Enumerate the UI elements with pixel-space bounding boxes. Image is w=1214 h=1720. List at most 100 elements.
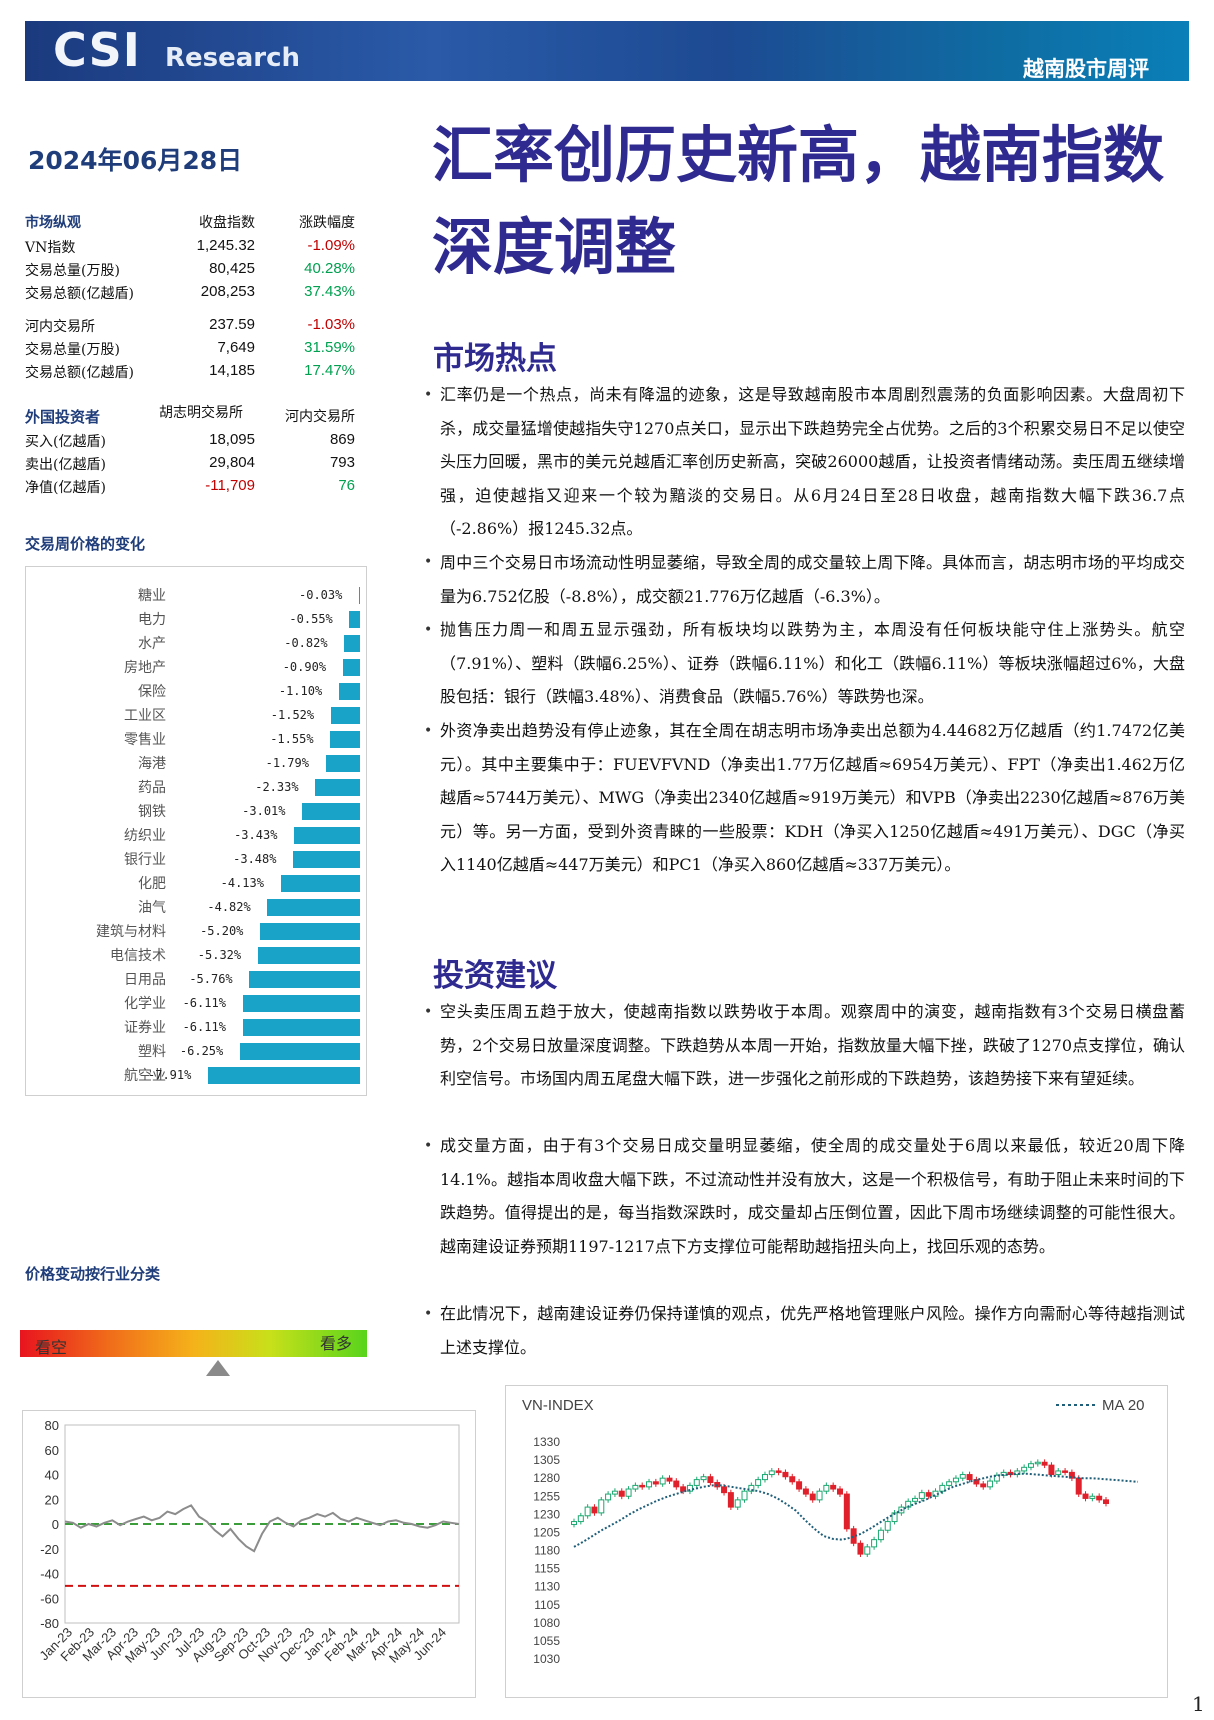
candle-body: [823, 1484, 830, 1492]
bullet-dot: •: [424, 554, 433, 570]
candle-body: [577, 1515, 584, 1523]
candle-body: [1014, 1470, 1021, 1476]
candle-body: [796, 1481, 803, 1490]
candle-body: [789, 1476, 796, 1483]
candle-body: [946, 1481, 953, 1486]
candle-body: [659, 1477, 666, 1485]
sector-bar: [294, 827, 360, 844]
sector-bar: [239, 1043, 360, 1060]
row-change: 37.43%: [304, 283, 355, 300]
sector-value-label: -4.82%: [207, 900, 251, 914]
oscillator-chart: 80 60 40 20 0 -20 -40 -60 -80 Jan-23 Feb-23 Mar-23 A…: [22, 1410, 476, 1698]
y-tick-label: 1080: [533, 1616, 560, 1630]
sector-label: 纺织业: [124, 828, 166, 844]
sector-value-label: -1.55%: [270, 732, 314, 746]
candle-body: [925, 1492, 932, 1497]
sector-label: 水产: [138, 636, 166, 652]
table-header-row: 市场纵观 收盘指数 涨跌幅度: [25, 212, 355, 234]
sector-bar: [359, 587, 360, 604]
sector-value-label: -1.52%: [270, 708, 315, 722]
sector-bar: [315, 779, 360, 796]
candle-body: [727, 1492, 734, 1508]
sector-label: 零售业: [124, 732, 166, 748]
row-change: 17.47%: [304, 362, 355, 379]
y-tick-label: 1230: [533, 1507, 560, 1521]
candle-body: [707, 1476, 714, 1484]
bullet-dot: •: [424, 723, 433, 739]
sector-label: 海港: [138, 756, 166, 772]
candle-body: [918, 1492, 925, 1499]
bullet-dot: •: [424, 622, 433, 638]
candle-body: [993, 1474, 1000, 1482]
sector-label: 化肥: [138, 876, 166, 892]
candle-body: [809, 1493, 816, 1501]
candle-body: [625, 1488, 632, 1497]
sector-label: 糖业: [138, 588, 166, 604]
y-tick-label: 1330: [533, 1435, 560, 1449]
row-value: -11,709: [205, 477, 255, 494]
row-value: 18,095: [209, 431, 255, 448]
sector-value-label: -6.11%: [182, 1020, 226, 1034]
candle-body: [1048, 1464, 1055, 1476]
row-value: 7,649: [217, 339, 255, 356]
sector-label: 日用品: [124, 972, 166, 988]
sector-value-label: -1.79%: [265, 756, 309, 770]
candle-body: [816, 1490, 823, 1501]
sector-bar: [293, 851, 360, 868]
row-value: 14,185: [209, 362, 255, 379]
sector-value-label: -0.55%: [289, 612, 333, 626]
sector-bar: [325, 755, 360, 772]
candle-body: [605, 1493, 612, 1501]
candle-body: [571, 1521, 577, 1525]
row-label: 卖出(亿越盾): [25, 457, 106, 473]
candle-body: [584, 1506, 591, 1517]
candle-body: [700, 1476, 707, 1481]
candle-body: [632, 1484, 639, 1490]
candle-body: [591, 1506, 598, 1514]
sector-value-label: -0.82%: [284, 636, 328, 650]
candle-body: [652, 1481, 659, 1485]
candle-body: [598, 1499, 605, 1514]
bullet-dot: •: [424, 387, 433, 403]
y-tick-label: 40: [45, 1468, 59, 1483]
sector-value-label: -5.76%: [189, 972, 233, 986]
candle-body: [1103, 1499, 1109, 1504]
sector-bar: [242, 1019, 360, 1036]
chart-title: VN-INDEX: [522, 1397, 594, 1414]
table-row: VN指数 1,245.32 -1.09%: [25, 237, 355, 259]
sector-bar: [338, 683, 360, 700]
brand-logo-research: Research: [165, 43, 301, 73]
hot-paragraph: 周中三个交易日市场流动性明显萎缩，导致全周的成交量较上周下降。具体而言，胡志明市…: [440, 553, 1185, 606]
row-value: 208,253: [200, 283, 255, 300]
y-tick-label: 1105: [534, 1598, 560, 1612]
table-row: 交易总量(万股) 7,649 31.59%: [25, 339, 355, 361]
sector-label: 钢铁: [138, 804, 166, 820]
y-tick-label: 1255: [533, 1489, 560, 1503]
candle-body: [980, 1483, 987, 1488]
candle-body: [802, 1488, 809, 1495]
sector-value-label: -6.25%: [179, 1044, 224, 1058]
sector-label: 银行业: [124, 852, 166, 868]
row-change: 31.59%: [304, 339, 355, 356]
sector-bar: [242, 995, 360, 1012]
candle-body: [1089, 1495, 1096, 1499]
candle-body: [1021, 1466, 1028, 1472]
y-tick-label: 1205: [533, 1525, 560, 1539]
header-cell: 外国投资者: [25, 408, 101, 426]
y-tick-label: -40: [40, 1567, 59, 1582]
sector-label: 航空业: [124, 1068, 166, 1084]
sector-value-label: -5.20%: [200, 924, 244, 938]
y-tick-label: 0: [52, 1517, 59, 1532]
sector-value-label: -3.48%: [233, 852, 277, 866]
sector-value-label: -3.01%: [242, 804, 286, 818]
sector-label: 建筑与材料: [96, 924, 166, 940]
candle-body: [877, 1529, 884, 1541]
sector-label: 药品: [138, 780, 166, 796]
candle-body: [721, 1486, 728, 1494]
hot-paragraph: 外资净卖出趋势没有停止迹象，其在全周在胡志明市场净卖出总额为4.44682万亿越…: [440, 721, 1185, 874]
candle-body: [680, 1486, 687, 1492]
sector-bar-chart: 糖业 -0.03% 电力 -0.55% 水产 -0.82% 房地产 -0.90% 保险 -1.10…: [25, 566, 367, 1096]
invest-paragraph: 成交量方面，由于有3个交易日成交量明显萎缩，使全周的成交量处于6周以来最低，较近…: [440, 1136, 1185, 1256]
sector-label: 油气: [138, 900, 166, 916]
candle-body: [830, 1484, 837, 1490]
